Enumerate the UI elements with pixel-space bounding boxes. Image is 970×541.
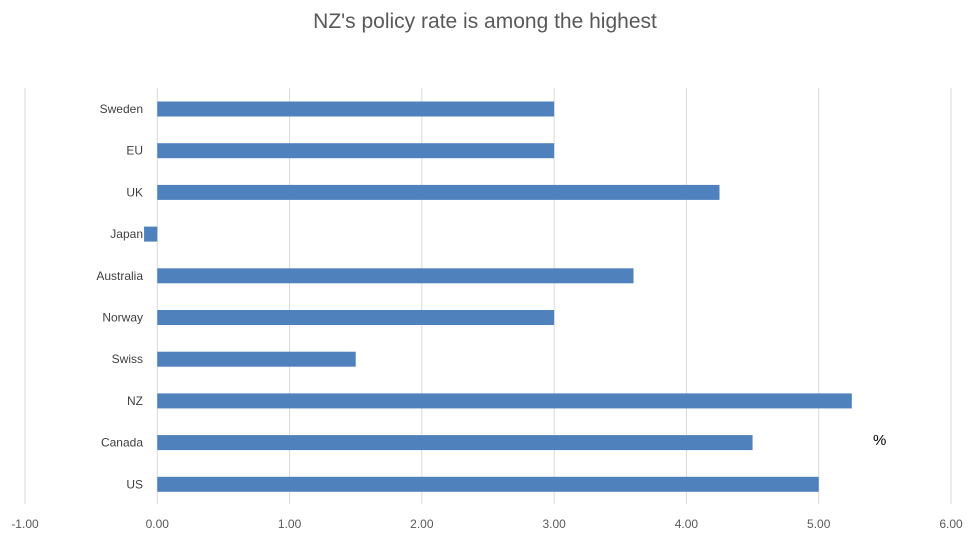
bar-eu (157, 143, 555, 159)
bar-swiss (157, 351, 356, 367)
x-tick-label: 4.00 (675, 517, 699, 531)
bar-norway (157, 310, 555, 325)
x-tick-label: -1.00 (11, 517, 39, 531)
bar-australia (157, 268, 634, 284)
unit-label: % (873, 432, 887, 449)
x-tick-label: 3.00 (542, 517, 566, 531)
x-tick-label: 5.00 (807, 517, 831, 531)
category-label: Swiss (112, 352, 143, 366)
category-label: Japan (110, 227, 143, 241)
category-label: Sweden (100, 102, 143, 116)
category-label: US (126, 477, 143, 491)
category-label: EU (126, 144, 143, 158)
category-label: NZ (127, 394, 143, 408)
category-label: Australia (96, 269, 143, 283)
x-tick-label: 0.00 (146, 517, 170, 531)
category-label: UK (126, 185, 143, 199)
x-tick-label: 6.00 (939, 517, 963, 531)
category-label: Norway (102, 311, 143, 325)
x-tick-label: 2.00 (410, 517, 434, 531)
bar-sweden (157, 101, 555, 117)
bar-uk (157, 184, 720, 200)
bar-canada (157, 435, 753, 451)
bar-nz (157, 393, 852, 409)
bar-japan (144, 226, 158, 242)
bar-us (157, 476, 819, 492)
category-label: Canada (101, 436, 143, 450)
x-tick-label: 1.00 (278, 517, 302, 531)
chart-title: NZ's policy rate is among the highest (313, 10, 657, 33)
